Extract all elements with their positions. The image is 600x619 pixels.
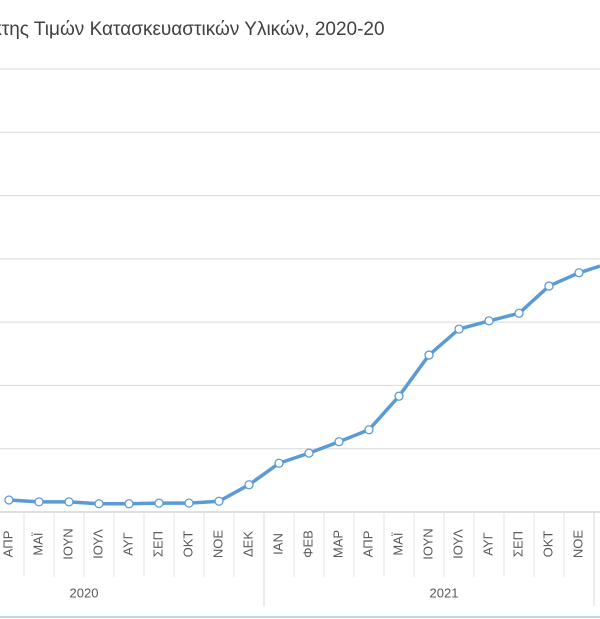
line-marker (274, 458, 284, 468)
x-tick-label: ΑΥΓ (120, 532, 135, 556)
x-tick-label: ΜΑΡ (330, 530, 345, 558)
x-tick-label: ΙΟΥΛ (450, 529, 465, 559)
x-tick-label: ΑΠΡ (0, 531, 15, 558)
group-label: 2021 (430, 585, 459, 600)
line-marker (34, 497, 44, 507)
x-tick-label: ΙΟΥΝ (60, 528, 75, 559)
x-tick-label: ΟΚΤ (540, 531, 555, 558)
x-tick-label: ΦΕΒ (300, 530, 315, 558)
x-tick-label: ΙΟΥΝ (420, 528, 435, 559)
line-marker (64, 497, 74, 507)
x-tick-label: ΜΑΪ (390, 532, 405, 556)
x-tick-label: ΝΟΕ (570, 530, 585, 559)
line-marker (424, 350, 434, 360)
line-marker (4, 495, 14, 505)
line-marker (124, 499, 134, 509)
line-marker (544, 281, 554, 291)
line-marker (484, 316, 494, 326)
line-marker (214, 496, 224, 506)
line-marker (154, 498, 164, 508)
line-marker (304, 448, 314, 458)
line-marker (514, 308, 524, 318)
line-marker (244, 480, 254, 490)
line-marker (574, 268, 584, 278)
line-marker (184, 498, 194, 508)
x-tick-label: ΟΚΤ (180, 531, 195, 558)
line-marker (454, 324, 464, 334)
x-tick-label: ΙΑΝ (270, 533, 285, 555)
line-series (8, 271, 580, 506)
x-tick-label: ΣΕΠ (510, 531, 525, 557)
x-tick-label: ΙΟΥΛ (90, 529, 105, 559)
line-marker (334, 437, 344, 447)
x-tick-label: ΝΟΕ (210, 530, 225, 559)
x-tick-label: ΑΠΡ (360, 531, 375, 558)
line-marker (394, 391, 404, 401)
line-marker (364, 425, 374, 435)
x-tick-label: ΣΕΠ (150, 531, 165, 557)
x-tick-label: ΑΥΓ (480, 532, 495, 556)
group-label: 2020 (70, 585, 99, 600)
x-tick-label: ΔΕΚ (240, 531, 255, 557)
line-marker (94, 499, 104, 509)
chart-title: ίκτης Τιμών Κατασκευαστικών Υλικών, 2020… (0, 19, 385, 40)
x-tick-label: ΜΑΪ (30, 532, 45, 556)
